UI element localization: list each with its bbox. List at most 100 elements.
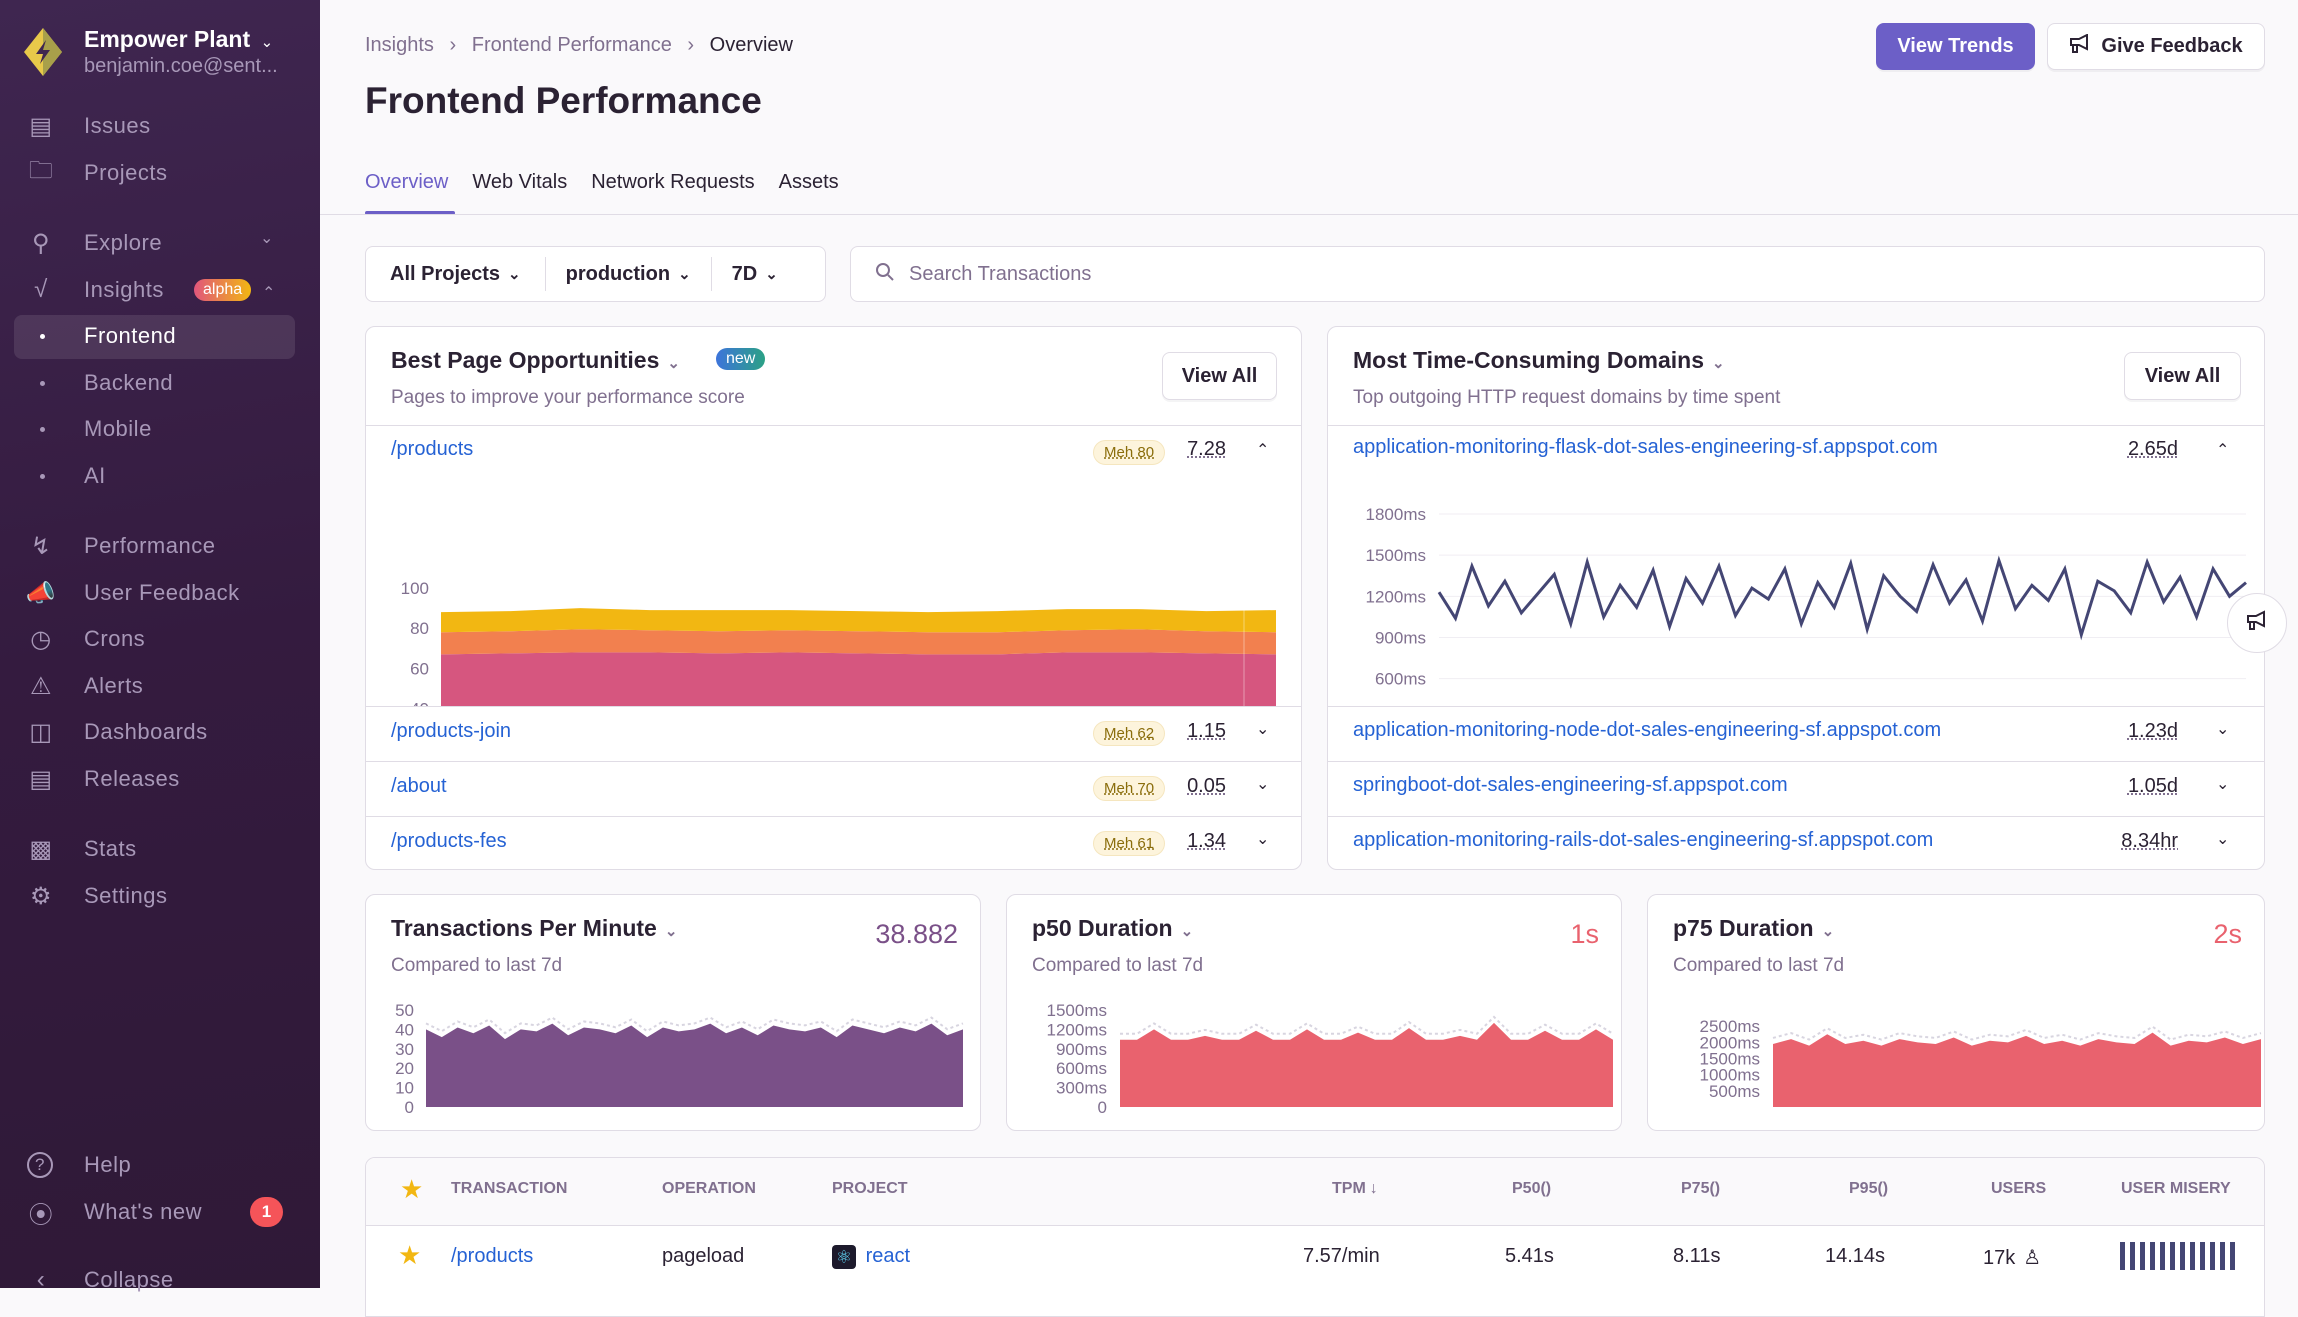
date-filter[interactable]: 7D ⌄ (712, 257, 798, 291)
y-tick-label: 1500ms (1700, 1050, 1760, 1069)
sidebar-item-collapse[interactable]: ‹ Collapse (0, 1258, 320, 1302)
insights-chevron-up-icon[interactable]: ⌃ (262, 285, 276, 302)
view-trends-button[interactable]: View Trends (1876, 23, 2035, 70)
feedback-widget-button[interactable] (2227, 593, 2287, 653)
chevron-up-icon[interactable]: ⌃ (1256, 442, 1270, 459)
project-link[interactable]: react (865, 1245, 911, 1268)
tab-overview[interactable]: Overview (365, 171, 449, 193)
sidebar-item-mobile[interactable]: Mobile (0, 407, 320, 451)
domains-view-all-button[interactable]: View All (2124, 352, 2241, 400)
chevron-down-icon[interactable]: ⌄ (2216, 831, 2230, 848)
transaction-link[interactable]: /products (451, 1245, 534, 1267)
sidebar-item-issues[interactable]: ▤ Issues (0, 104, 320, 148)
breadcrumb-frontend-performance[interactable]: Frontend Performance (471, 34, 672, 56)
domain-link[interactable]: application-monitoring-flask-dot-sales-e… (1353, 436, 1938, 458)
domain-row[interactable]: springboot-dot-sales-engineering-sf.apps… (1328, 761, 2264, 816)
breadcrumb: Insights › Frontend Performance › Overvi… (365, 34, 793, 57)
page-link[interactable]: /products (391, 438, 474, 460)
page-link[interactable]: /about (391, 775, 447, 797)
sidebar-item-crons[interactable]: ◷ Crons (0, 617, 320, 661)
page-row[interactable]: /products Meh 80 7.28 ⌃ 020406080100 (366, 425, 1301, 707)
column-users[interactable]: USERS (1991, 1180, 2047, 1197)
project-cell[interactable]: ⚛ react (832, 1245, 910, 1269)
column-project[interactable]: PROJECT (832, 1180, 908, 1197)
sidebar-item-insights[interactable]: √ Insights (0, 268, 320, 312)
sidebar-item-stats[interactable]: ▩ Stats (0, 827, 320, 871)
chevron-up-icon[interactable]: ⌃ (2216, 442, 2230, 459)
give-feedback-button[interactable]: Give Feedback (2047, 23, 2265, 70)
project-filter[interactable]: All Projects ⌄ (366, 257, 546, 291)
sidebar-item-frontend[interactable]: Frontend (0, 314, 320, 358)
chevron-down-icon[interactable]: ⌄ (1256, 831, 1270, 848)
domain-row[interactable]: application-monitoring-node-dot-sales-en… (1328, 706, 2264, 761)
column-p50[interactable]: P50() (1512, 1180, 1552, 1197)
metric-title[interactable]: p50 Duration ⌄ (1032, 915, 1193, 942)
chevron-down-icon[interactable]: ⌄ (1256, 776, 1270, 793)
page-row[interactable]: /products-fes Meh 61 1.34 ⌄ (366, 816, 1301, 869)
domain-row[interactable]: application-monitoring-flask-dot-sales-e… (1328, 425, 2264, 706)
sidebar-item-help[interactable]: ? Help (0, 1143, 320, 1187)
column-user-misery[interactable]: USER MISERY (2121, 1180, 2231, 1197)
star-icon[interactable]: ★ (400, 1174, 424, 1204)
page-link[interactable]: /products-fes (391, 830, 507, 852)
column-p75[interactable]: P75() (1681, 1180, 1721, 1197)
page-row[interactable]: /about Meh 70 0.05 ⌄ (366, 761, 1301, 816)
lightning-icon: ↯ (30, 532, 52, 560)
environment-filter[interactable]: production ⌄ (546, 257, 712, 291)
domains-subtitle: Top outgoing HTTP request domains by tim… (1353, 387, 1781, 408)
page-link[interactable]: /products-join (391, 720, 512, 742)
chevron-right-icon: › (687, 34, 695, 56)
metric-value: 1s (1570, 919, 1599, 949)
sidebar-item-ai[interactable]: AI (0, 454, 320, 498)
stacked-area-layer-4 (441, 608, 1276, 633)
best-pages-title[interactable]: Best Page Opportunities ⌄ (391, 347, 680, 374)
sidebar-item-releases[interactable]: ▤ Releases (0, 757, 320, 801)
sidebar-item-alerts[interactable]: ⚠ Alerts (0, 664, 320, 708)
org-switcher[interactable]: Empower Plant ⌄ benjamin.coe@sent... (84, 26, 304, 78)
user-misery-bar (2120, 1242, 2240, 1270)
domain-row[interactable]: application-monitoring-rails-dot-sales-e… (1328, 816, 2264, 869)
metric-title[interactable]: Transactions Per Minute ⌄ (391, 915, 677, 942)
y-tick-label: 300ms (1056, 1079, 1107, 1098)
domains-title[interactable]: Most Time-Consuming Domains ⌄ (1353, 347, 1725, 374)
sidebar-item-explore[interactable]: ⚲ Explore (0, 221, 320, 265)
sidebar-item-user-feedback[interactable]: 📣 User Feedback (0, 571, 320, 615)
sidebar-item-what-s-new[interactable]: ⦿ What's new (0, 1190, 320, 1234)
tab-assets[interactable]: Assets (778, 171, 839, 193)
table-header (366, 1158, 2264, 1226)
sidebar-item-settings[interactable]: ⚙ Settings (0, 874, 320, 918)
breadcrumb-insights[interactable]: Insights (365, 34, 434, 56)
search-transactions-input[interactable]: Search Transactions (850, 246, 2265, 302)
y-tick-label: 40 (410, 700, 429, 707)
chevron-down-icon[interactable]: ⌄ (1256, 721, 1270, 738)
sidebar-item-label: Help (84, 1152, 132, 1177)
duration-line (1437, 555, 2247, 641)
column-tpm[interactable]: TPM ↓ (1332, 1180, 1378, 1198)
chevron-down-icon: ⌄ (1180, 923, 1194, 940)
page-row[interactable]: /products-join Meh 62 1.15 ⌄ (366, 706, 1301, 761)
column-p95[interactable]: P95() (1849, 1180, 1889, 1197)
domain-link[interactable]: application-monitoring-node-dot-sales-en… (1353, 719, 1942, 741)
star-icon[interactable]: ★ (398, 1240, 422, 1270)
domain-link[interactable]: application-monitoring-rails-dot-sales-e… (1353, 829, 1934, 851)
sidebar-item-backend[interactable]: Backend (0, 361, 320, 405)
metric-value: 2s (2213, 919, 2242, 949)
sidebar-item-performance[interactable]: ↯ Performance (0, 524, 320, 568)
sidebar-item-dashboards[interactable]: ◫ Dashboards (0, 710, 320, 754)
sidebar-item-label: Collapse (84, 1267, 174, 1292)
sidebar-item-label: Crons (84, 626, 146, 651)
domain-link[interactable]: springboot-dot-sales-engineering-sf.apps… (1353, 774, 1788, 796)
opportunity-value: 7.28 (1187, 438, 1226, 460)
tab-web-vitals[interactable]: Web Vitals (472, 171, 568, 193)
tab-network-requests[interactable]: Network Requests (591, 171, 755, 193)
column-operation[interactable]: OPERATION (662, 1180, 756, 1197)
dashboard-icon: ◫ (29, 718, 53, 746)
chevron-down-icon[interactable]: ⌄ (2216, 721, 2230, 738)
metric-title[interactable]: p75 Duration ⌄ (1673, 915, 1834, 942)
best-pages-view-all-button[interactable]: View All (1162, 352, 1277, 400)
explore-chevron-icon[interactable]: ⌄ (260, 230, 274, 247)
chevron-down-icon[interactable]: ⌄ (2216, 776, 2230, 793)
org-logo[interactable] (22, 26, 64, 78)
sidebar-item-projects[interactable]: 🗀 Projects (0, 151, 320, 195)
column-transaction[interactable]: TRANSACTION (451, 1180, 568, 1197)
